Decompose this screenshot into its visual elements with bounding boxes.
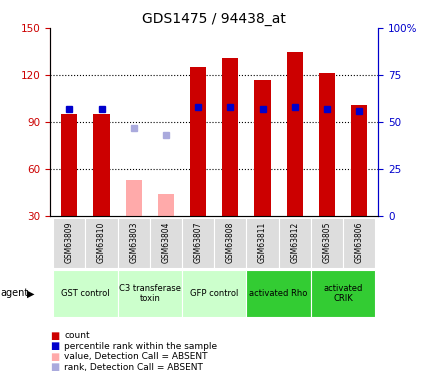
Bar (85, 217, 117, 268)
Bar (342, 217, 375, 268)
Bar (310, 217, 342, 268)
Bar (53, 217, 85, 268)
Bar (278, 217, 310, 268)
Text: GSM63803: GSM63803 (129, 222, 138, 263)
Bar (158, 194, 174, 216)
Text: GSM63810: GSM63810 (97, 222, 106, 263)
Text: GSM63804: GSM63804 (161, 222, 170, 263)
Text: ▶: ▶ (27, 288, 35, 298)
Bar (149, 217, 181, 268)
Bar (181, 270, 246, 317)
Text: activated
CRIK: activated CRIK (322, 284, 362, 303)
Text: GFP control: GFP control (190, 289, 238, 298)
Bar (181, 217, 214, 268)
Bar (246, 217, 278, 268)
Bar (350, 105, 366, 216)
Text: GSM63812: GSM63812 (289, 222, 299, 263)
Text: C3 transferase
toxin: C3 transferase toxin (118, 284, 181, 303)
Text: ■: ■ (50, 362, 59, 372)
Text: ■: ■ (50, 331, 59, 340)
Bar (318, 74, 334, 216)
Text: ■: ■ (50, 352, 59, 362)
Text: count: count (64, 331, 90, 340)
Text: GSM63808: GSM63808 (225, 222, 234, 263)
Bar (93, 114, 109, 216)
Bar (190, 67, 206, 216)
Bar (125, 180, 141, 216)
Bar (214, 217, 246, 268)
Text: GSM63805: GSM63805 (322, 222, 331, 263)
Text: GSM63811: GSM63811 (257, 222, 266, 263)
Bar (61, 114, 77, 216)
Bar (246, 270, 310, 317)
Title: GDS1475 / 94438_at: GDS1475 / 94438_at (142, 12, 286, 26)
Bar (254, 80, 270, 216)
Bar (310, 270, 375, 317)
Text: percentile rank within the sample: percentile rank within the sample (64, 342, 217, 351)
Text: value, Detection Call = ABSENT: value, Detection Call = ABSENT (64, 352, 207, 361)
Bar (117, 270, 181, 317)
Text: agent: agent (1, 288, 29, 298)
Text: GSM63807: GSM63807 (193, 222, 202, 263)
Bar (286, 52, 302, 216)
Bar (117, 217, 149, 268)
Text: rank, Detection Call = ABSENT: rank, Detection Call = ABSENT (64, 363, 203, 372)
Bar (222, 58, 238, 216)
Text: GSM63809: GSM63809 (65, 222, 74, 263)
Text: ■: ■ (50, 341, 59, 351)
Text: GSM63806: GSM63806 (354, 222, 363, 263)
Text: activated Rho: activated Rho (249, 289, 307, 298)
Text: GST control: GST control (61, 289, 109, 298)
Bar (53, 270, 117, 317)
